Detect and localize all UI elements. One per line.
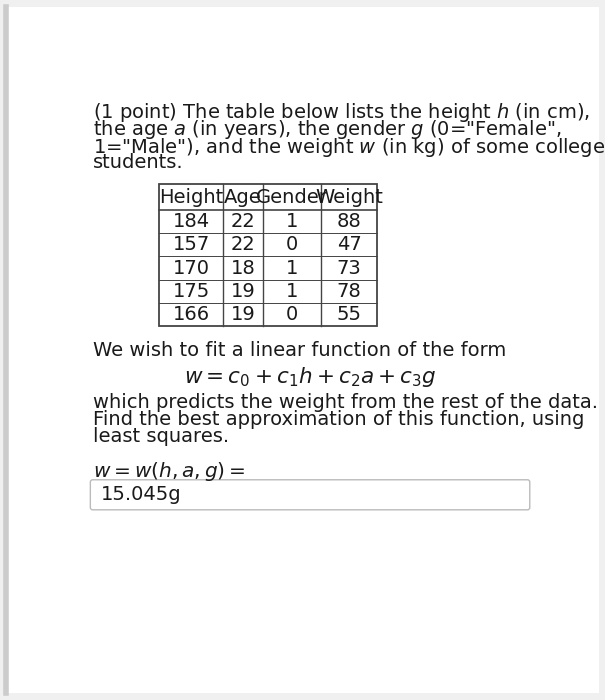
Text: 19: 19	[231, 304, 255, 323]
Text: 1="Male"), and the weight $w$ (in kg) of some college: 1="Male"), and the weight $w$ (in kg) of…	[93, 136, 605, 159]
Text: $w = w(h, a, g) =$: $w = w(h, a, g) =$	[93, 460, 245, 483]
Text: least squares.: least squares.	[93, 428, 229, 447]
Text: 73: 73	[337, 258, 362, 277]
Bar	[159, 184, 377, 326]
Text: 47: 47	[337, 235, 362, 254]
Text: Find the best approximation of this function, using: Find the best approximation of this func…	[93, 410, 584, 429]
Text: 184: 184	[172, 212, 210, 231]
Text: We wish to fit a linear function of the form: We wish to fit a linear function of the …	[93, 341, 506, 360]
Text: 22: 22	[231, 212, 255, 231]
Bar	[159, 184, 377, 326]
Text: Weight: Weight	[315, 188, 383, 206]
Text: 19: 19	[231, 281, 255, 300]
Text: Age: Age	[224, 188, 262, 206]
Text: 88: 88	[337, 212, 362, 231]
Text: 175: 175	[172, 281, 210, 300]
Text: 0: 0	[286, 304, 298, 323]
Text: 18: 18	[231, 258, 255, 277]
Text: Height: Height	[159, 188, 223, 206]
Text: 1: 1	[286, 212, 298, 231]
Text: 1: 1	[286, 258, 298, 277]
Text: 0: 0	[286, 235, 298, 254]
Text: students.: students.	[93, 153, 183, 172]
Text: 15.045g: 15.045g	[100, 485, 181, 504]
Text: (1 point) The table below lists the height $h$ (in cm),: (1 point) The table below lists the heig…	[93, 101, 590, 124]
Text: 170: 170	[172, 258, 209, 277]
Text: $w = c_0 + c_1 h + c_2 a + c_3 g$: $w = c_0 + c_1 h + c_2 a + c_3 g$	[184, 365, 436, 388]
Text: 22: 22	[231, 235, 255, 254]
Text: 157: 157	[172, 235, 210, 254]
Text: 78: 78	[337, 281, 362, 300]
Text: Gender: Gender	[257, 188, 328, 206]
Text: 55: 55	[337, 304, 362, 323]
Text: the age $a$ (in years), the gender $g$ (0="Female",: the age $a$ (in years), the gender $g$ (…	[93, 118, 561, 141]
Text: 166: 166	[172, 304, 210, 323]
Text: 1: 1	[286, 281, 298, 300]
FancyBboxPatch shape	[90, 480, 530, 510]
Text: which predicts the weight from the rest of the data.: which predicts the weight from the rest …	[93, 393, 598, 412]
